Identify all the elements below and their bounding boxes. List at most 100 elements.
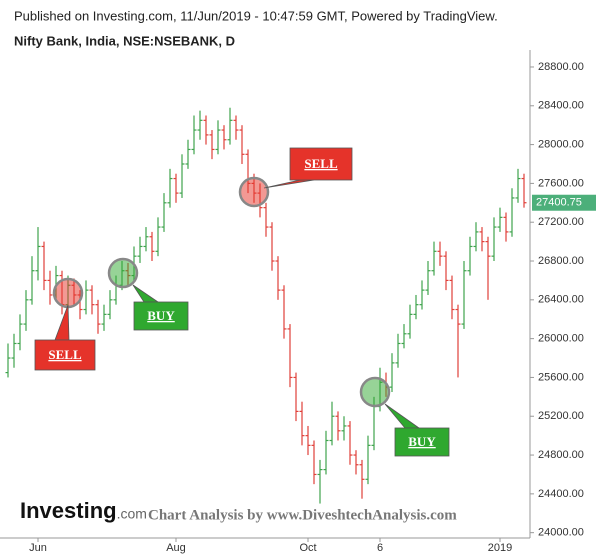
x-tick-label: Aug — [166, 542, 186, 554]
ohlc-bar — [509, 188, 515, 237]
ohlc-bar — [197, 110, 203, 140]
callout-label: BUY — [408, 434, 436, 449]
y-tick-label: 28800.00 — [538, 61, 584, 73]
ohlc-bar — [47, 270, 53, 305]
ohlc-bar — [437, 241, 443, 266]
y-tick-label: 28400.00 — [538, 100, 584, 112]
ohlc-bar — [281, 285, 287, 339]
ohlc-bar — [455, 304, 461, 378]
published-note: Published on Investing.com, 11/Jun/2019 … — [14, 8, 498, 23]
ohlc-bar — [473, 222, 479, 252]
ohlc-bar — [353, 450, 359, 475]
ohlc-bar — [311, 440, 317, 485]
ohlc-bar — [95, 299, 101, 334]
ohlc-bar — [521, 173, 527, 208]
ohlc-bar — [317, 459, 323, 504]
ohlc-bar — [341, 416, 347, 441]
ohlc-bar — [167, 168, 173, 208]
chart-title: Nifty Bank, India, NSE:NSEBANK, D — [14, 33, 235, 48]
ohlc-bar — [17, 314, 23, 351]
ohlc-bar — [179, 154, 185, 198]
ohlc-bar — [347, 421, 353, 465]
ohlc-bar — [275, 256, 281, 300]
y-tick-label: 27200.00 — [538, 216, 584, 228]
x-tick-label: 2019 — [488, 542, 512, 554]
y-tick-label: 26000.00 — [538, 333, 584, 345]
y-tick-label: 28000.00 — [538, 138, 584, 150]
ohlc-bar — [23, 290, 29, 331]
ohlc-bar — [491, 217, 497, 262]
callout-pointer — [132, 284, 160, 303]
ohlc-bar — [431, 241, 437, 276]
ohlc-bar — [239, 125, 245, 164]
ohlc-bar — [137, 236, 143, 263]
ohlc-bar — [485, 236, 491, 300]
ohlc-bar — [425, 261, 431, 295]
ohlc-bar — [221, 125, 227, 150]
signal-circle — [238, 176, 270, 208]
ohlc-bar — [329, 401, 335, 446]
callout-label: SELL — [48, 347, 82, 362]
x-tick-label: 6 — [377, 542, 383, 554]
ohlc-bar — [209, 130, 215, 160]
ohlc-bar — [359, 459, 365, 499]
logo-suffix: .com — [117, 506, 147, 522]
y-tick-label: 26400.00 — [538, 294, 584, 306]
ohlc-bar — [173, 173, 179, 203]
ohlc-bar — [215, 120, 221, 155]
ohlc-bar — [401, 324, 407, 349]
y-tick-label: 26800.00 — [538, 255, 584, 267]
ohlc-bar — [419, 280, 425, 310]
logo: Investing — [20, 498, 117, 523]
ohlc-bar — [191, 115, 197, 155]
callout-label: SELL — [304, 156, 338, 171]
callout-pointer — [263, 179, 315, 189]
ohlc-bar — [479, 227, 485, 252]
callout-label: BUY — [147, 308, 175, 323]
x-tick-label: Oct — [299, 542, 316, 554]
ohlc-bar — [389, 353, 395, 392]
ohlc-bar — [143, 227, 149, 252]
ohlc-bar — [89, 285, 95, 315]
x-tick-label: Jun — [29, 542, 47, 554]
y-tick-label: 24000.00 — [538, 527, 584, 539]
ohlc-bar — [413, 294, 419, 320]
ohlc-bar — [497, 207, 503, 232]
y-tick-label: 24800.00 — [538, 449, 584, 461]
ohlc-bar — [335, 411, 341, 441]
watermark: Chart Analysis by www.DiveshtechAnalysis… — [148, 507, 457, 523]
ohlc-bar — [299, 401, 305, 446]
y-tick-label: 25200.00 — [538, 410, 584, 422]
ohlc-bar — [467, 236, 473, 276]
ohlc-bar — [185, 139, 191, 169]
ohlc-bar — [83, 280, 89, 315]
ohlc-bar — [107, 290, 113, 320]
y-tick-label: 27600.00 — [538, 177, 584, 189]
callout-pointer — [384, 403, 421, 429]
callout-box — [394, 427, 450, 457]
callout-box — [133, 301, 189, 331]
ohlc-bar — [449, 275, 455, 320]
last-price-tag — [532, 194, 596, 211]
ohlc-bar — [287, 324, 293, 388]
ohlc-bar — [269, 222, 275, 271]
y-tick-label: 25600.00 — [538, 371, 584, 383]
ohlc-bar — [323, 430, 329, 475]
callout-box — [289, 147, 353, 181]
ohlc-bar — [203, 115, 209, 145]
ohlc-bar — [35, 227, 41, 281]
callout-box — [34, 339, 96, 371]
ohlc-bar — [5, 343, 11, 378]
ohlc-bar — [503, 212, 509, 242]
ohlc-bar — [443, 251, 449, 291]
ohlc-bar — [227, 107, 233, 145]
signal-circle — [359, 376, 391, 408]
ohlc-bar — [149, 231, 155, 262]
ohlc-bar — [11, 333, 17, 368]
signal-circle — [107, 257, 139, 289]
ohlc-bar — [263, 202, 269, 237]
ohlc-bar — [515, 168, 521, 203]
ohlc-bar — [365, 435, 371, 485]
last-price-label: 27400.75 — [536, 197, 582, 209]
